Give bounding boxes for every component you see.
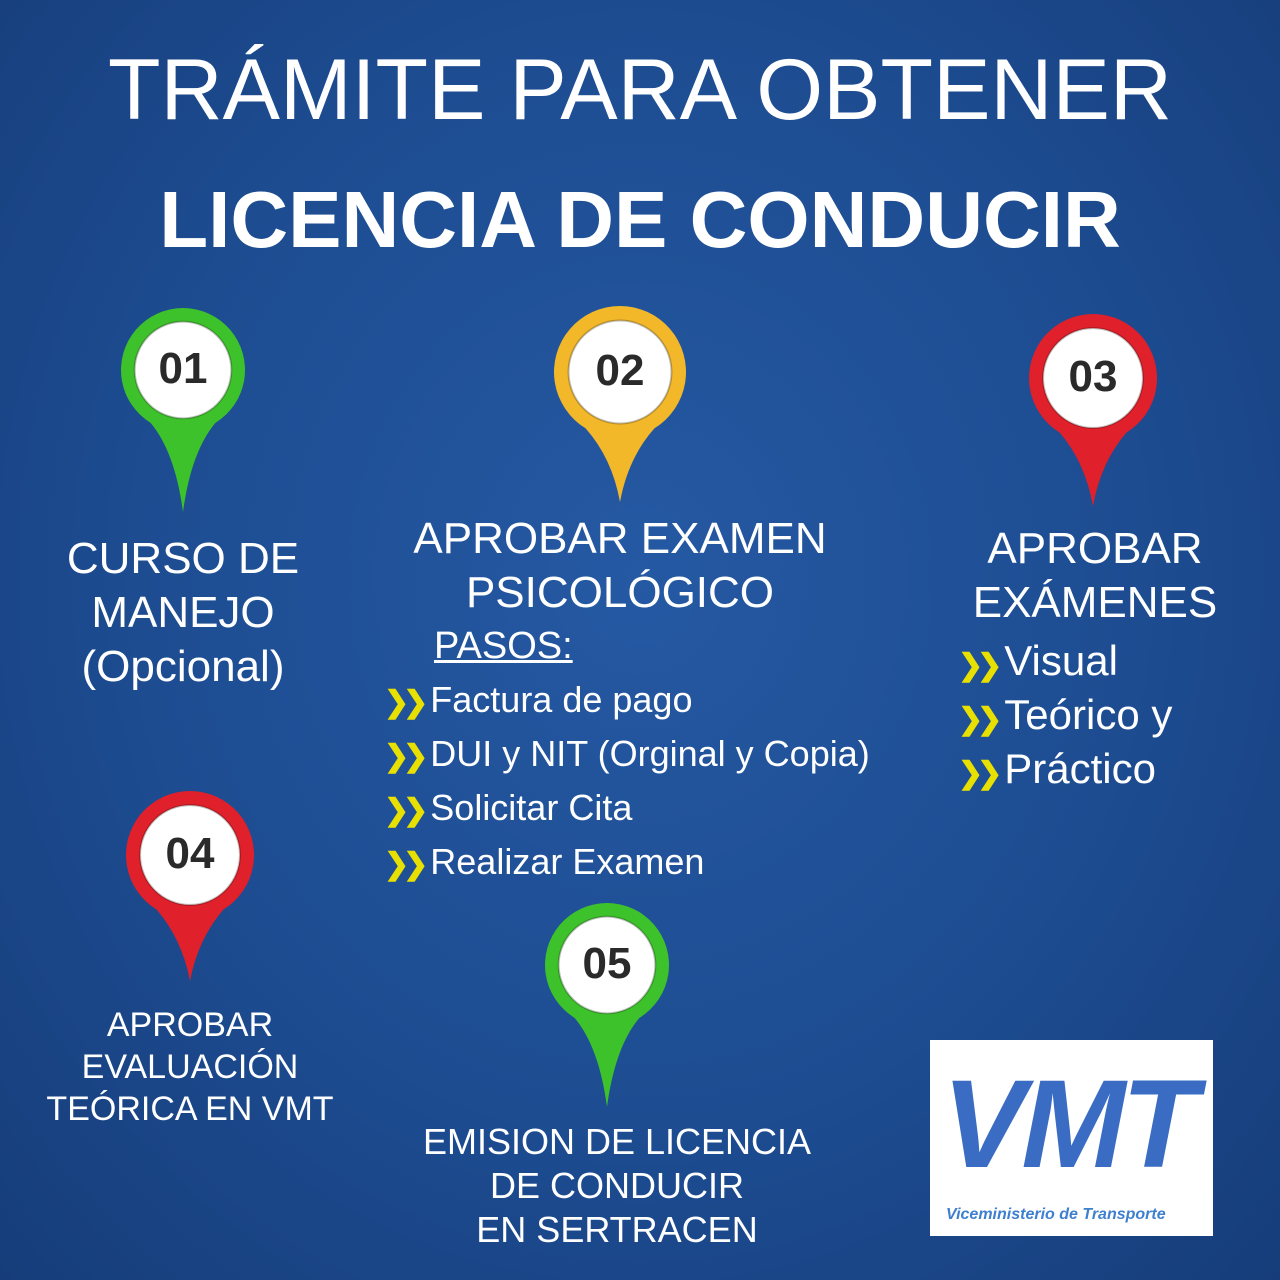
step-01-line: MANEJO [91, 588, 275, 637]
pin-inner-circle [139, 804, 241, 906]
pin-inner-circle [557, 915, 657, 1015]
title-line-2: LICENCIA DE CONDUCIR [159, 175, 1121, 264]
step-04-line: APROBAR [106, 1006, 274, 1044]
title-line-1: TRÁMITE PARA OBTENER [108, 42, 1172, 138]
step-number: 03 [1068, 352, 1118, 401]
step-03-text: APROBAR EXÁMENES [945, 522, 1245, 630]
step-02-line: APROBAR EXAMEN [413, 514, 827, 563]
list-item: ❯❯ Realizar Examen [384, 840, 704, 887]
map-pin-icon [554, 306, 686, 502]
logo-acronym: VMT [942, 1055, 1198, 1194]
step-04-line: EVALUACIÓN [81, 1048, 299, 1086]
step-01-line: CURSO DE [66, 534, 300, 583]
pin-inner-circle [1042, 327, 1144, 429]
pin-step-01: 01 [121, 308, 245, 512]
double-chevron-right-icon: ❯❯ [958, 757, 1002, 790]
step-05-line: EN SERTRACEN [476, 1209, 758, 1250]
pin-step-03: 03 [1029, 314, 1157, 506]
pin-step-02: 02 [554, 306, 686, 502]
double-chevron-right-icon: ❯❯ [384, 686, 428, 719]
logo-name: Viceministerio de Transporte [946, 1206, 1166, 1223]
pin-step-05: 05 [545, 903, 669, 1107]
list-item: ❯❯ Solicitar Cita [384, 786, 632, 833]
step-05-text: EMISION DE LICENCIA DE CONDUCIR EN SERTR… [367, 1120, 867, 1252]
pin-inner-circle [567, 319, 673, 425]
double-chevron-right-icon: ❯❯ [384, 848, 428, 881]
step-number: 01 [158, 344, 208, 393]
vmt-logo: VMT Viceministerio de Transporte [930, 1040, 1213, 1236]
step-01-line: (Opcional) [81, 642, 285, 691]
double-chevron-right-icon: ❯❯ [384, 794, 428, 827]
map-pin-icon [1029, 314, 1157, 506]
step-01-text: CURSO DE MANEJO (Opcional) [33, 532, 333, 694]
double-chevron-right-icon: ❯❯ [958, 703, 1002, 736]
step-number: 02 [595, 346, 645, 395]
step-04-text: APROBAR EVALUACIÓN TEÓRICA EN VMT [40, 1004, 340, 1130]
map-pin-icon [126, 791, 254, 981]
step-number: 05 [582, 939, 632, 988]
pin-step-04: 04 [126, 791, 254, 981]
double-chevron-right-icon: ❯❯ [958, 649, 1002, 682]
step-02-line: PSICOLÓGICO [465, 568, 775, 617]
step-02-text: APROBAR EXAMEN PSICOLÓGICO [370, 512, 870, 620]
step-03-line: EXÁMENES [972, 578, 1218, 627]
step-03-line: APROBAR [987, 524, 1203, 573]
map-pin-icon [545, 903, 669, 1107]
double-chevron-right-icon: ❯❯ [384, 740, 428, 773]
step-number: 04 [165, 829, 215, 878]
step-05-line: DE CONDUCIR [489, 1165, 744, 1206]
list-item: ❯❯ Práctico [958, 744, 1156, 799]
steps-heading: PASOS: [434, 625, 573, 667]
list-item: ❯❯ Factura de pago [384, 678, 692, 725]
list-item: ❯❯ Teórico y [958, 690, 1172, 745]
map-pin-icon [121, 308, 245, 512]
list-item: ❯❯ DUI y NIT (Orginal y Copia) [384, 732, 870, 779]
step-04-line: TEÓRICA EN VMT [46, 1090, 334, 1128]
list-item: ❯❯ Visual [958, 636, 1118, 691]
pin-inner-circle [133, 320, 233, 420]
step-05-line: EMISION DE LICENCIA [422, 1121, 812, 1162]
